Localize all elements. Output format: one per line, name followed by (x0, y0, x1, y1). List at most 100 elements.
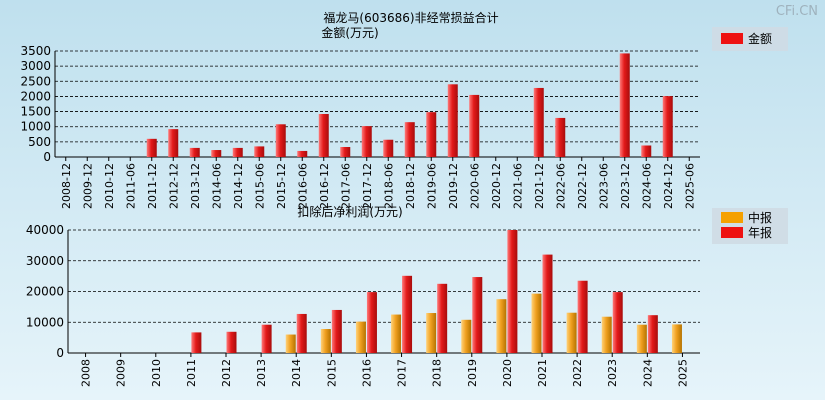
bar-年报-2020 (507, 230, 518, 353)
x-tick-label: 2013-12 (189, 163, 202, 209)
legend-swatch-amount (721, 33, 743, 44)
x-tick-label: 2022-12 (576, 163, 589, 209)
bar-年报-2011 (191, 332, 202, 353)
y-tick-label: 2500 (20, 74, 51, 88)
bar-中报-2019 (461, 319, 472, 353)
bar-年报-2019 (472, 277, 483, 353)
x-tick-label: 2012-12 (167, 163, 180, 209)
x-tick-label: 2009 (115, 359, 128, 387)
bar-年报-2013 (261, 324, 272, 353)
y-tick-label: 30000 (26, 254, 64, 268)
bar-金额-2017-06 (340, 147, 351, 157)
x-tick-label: 2017-06 (339, 163, 352, 209)
x-tick-label: 2017-12 (361, 163, 374, 209)
bar-中报-2017 (391, 314, 402, 353)
bar-金额-2024-12 (662, 96, 673, 157)
x-tick-label: 2021-12 (533, 163, 546, 209)
legend-swatch-interim (721, 212, 743, 223)
bar-金额-2013-12 (189, 147, 200, 157)
legend-label-annual: 年报 (748, 225, 772, 240)
bar-金额-2015-12 (275, 124, 286, 157)
bar-年报-2014 (296, 313, 307, 353)
x-tick-label: 2014 (290, 359, 303, 387)
x-tick-label: 2011-06 (124, 163, 137, 209)
watermark: CFi.CN (776, 4, 818, 19)
y-tick-label: 0 (56, 346, 64, 360)
x-tick-label: 2022 (571, 359, 584, 387)
bar-年报-2023 (612, 292, 623, 353)
bar-年报-2021 (542, 254, 553, 353)
bar-金额-2021-12 (533, 87, 544, 157)
bar-金额-2014-06 (211, 150, 222, 157)
y-tick-label: 500 (28, 135, 51, 149)
bar-金额-2022-06 (555, 117, 566, 157)
x-tick-label: 2015 (325, 359, 338, 387)
bar-中报-2014 (285, 334, 296, 353)
x-tick-label: 2018-06 (382, 163, 395, 209)
x-tick-label: 2018 (431, 359, 444, 387)
y-tick-label: 3500 (20, 44, 51, 58)
x-tick-label: 2023 (606, 359, 619, 387)
x-tick-label: 2013 (255, 359, 268, 387)
bar-年报-2012 (226, 331, 237, 353)
bar-金额-2019-12 (447, 84, 458, 157)
y-tick-label: 20000 (26, 285, 64, 299)
x-tick-label: 2010 (150, 359, 163, 387)
bar-金额-2019-06 (426, 112, 437, 157)
bar-金额-2016-06 (297, 150, 308, 157)
bar-金额-2020-06 (469, 94, 480, 157)
x-tick-label: 2020 (501, 359, 514, 387)
y-tick-label: 3000 (20, 59, 51, 73)
x-tick-label: 2020-12 (490, 163, 503, 209)
y-tick-label: 40000 (26, 223, 64, 237)
x-tick-label: 2010-12 (103, 163, 116, 209)
x-tick-label: 2015-06 (253, 163, 266, 209)
x-tick-label: 2016-06 (296, 163, 309, 209)
bar-金额-2015-06 (254, 146, 265, 157)
chart1-title: 福龙马(603686)非经常损益合计 (323, 10, 498, 25)
bar-金额-2011-12 (146, 138, 157, 157)
chart2-title: 扣除后净利润(万元) (297, 204, 402, 219)
x-tick-label: 2014-12 (232, 163, 245, 209)
y-tick-label: 0 (43, 150, 51, 164)
bar-中报-2015 (320, 329, 331, 353)
x-tick-label: 2019-06 (425, 163, 438, 209)
x-tick-label: 2017 (396, 359, 409, 387)
x-tick-label: 2025-06 (683, 163, 696, 209)
x-tick-label: 2008 (80, 359, 93, 387)
bar-中报-2023 (601, 316, 612, 353)
x-tick-label: 2020-06 (468, 163, 481, 209)
x-tick-label: 2024-06 (640, 163, 653, 209)
x-tick-label: 2014-06 (210, 163, 223, 209)
legend-label-interim: 中报 (748, 210, 772, 225)
chart1-legend: 金额 (712, 27, 788, 51)
y-tick-label: 1500 (20, 105, 51, 119)
legend-label-amount: 金额 (748, 31, 772, 46)
bar-中报-2024 (636, 324, 647, 353)
bar-中报-2022 (566, 312, 577, 353)
bar-金额-2012-12 (168, 129, 179, 157)
x-tick-label: 2025 (676, 359, 689, 387)
bar-中报-2021 (531, 293, 542, 353)
y-tick-label: 1000 (20, 120, 51, 134)
bar-年报-2018 (437, 283, 448, 353)
bar-金额-2018-12 (404, 122, 415, 157)
x-tick-label: 2019-12 (447, 163, 460, 209)
x-tick-label: 2023-12 (619, 163, 632, 209)
chart2-plot: 0 10000 20000 30000 40000 2008 2009 2010 2011 201… (26, 223, 700, 387)
y-tick-label: 10000 (26, 315, 64, 329)
x-tick-label: 2008-12 (60, 163, 73, 209)
bar-年报-2024 (647, 315, 658, 353)
y-tick-label: 2000 (20, 89, 51, 103)
bar-金额-2014-12 (232, 147, 243, 157)
bar-年报-2016 (366, 292, 377, 353)
bar-中报-2016 (355, 321, 366, 353)
x-tick-label: 2018-12 (404, 163, 417, 209)
x-tick-label: 2024-12 (662, 163, 675, 209)
bar-金额-2017-12 (361, 126, 372, 157)
x-tick-label: 2021 (536, 359, 549, 387)
bar-中报-2018 (426, 313, 437, 353)
bar-年报-2017 (402, 275, 413, 353)
